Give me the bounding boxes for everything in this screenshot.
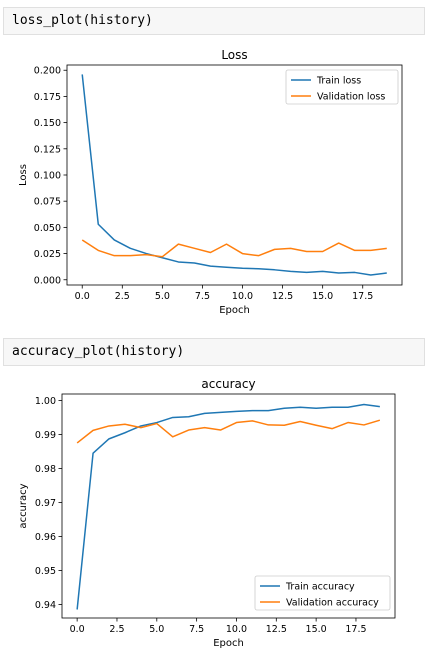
x-tick-label: 0.0 — [70, 624, 85, 635]
x-tick-label: 15.0 — [312, 291, 333, 302]
y-tick-label: 0.97 — [35, 498, 56, 509]
y-tick-label: 0.94 — [35, 600, 56, 611]
x-tick-label: 7.5 — [195, 291, 210, 302]
x-tick-label: 12.5 — [266, 624, 287, 635]
code-cell-loss-plot[interactable]: loss_plot(history) — [3, 7, 425, 35]
y-axis-label: accuracy — [18, 483, 29, 528]
code-text[interactable]: accuracy_plot(history) — [12, 344, 185, 359]
y-tick-label: 0.150 — [34, 118, 61, 129]
y-tick-label: 0.99 — [35, 430, 56, 441]
x-tick-label: 2.5 — [115, 291, 130, 302]
y-tick-label: 0.125 — [34, 144, 61, 155]
loss-chart: Loss 0.0 2.5 5.0 7.5 10.0 12.5 15.0 17.5 0.000 0.0… — [18, 48, 403, 316]
chart-title: Loss — [221, 48, 247, 62]
x-tick-label: 10.0 — [232, 291, 253, 302]
x-tick-label: 7.5 — [189, 624, 204, 635]
legend-box — [254, 575, 391, 611]
y-tick-label: 0.98 — [35, 464, 56, 475]
x-tick-label: 12.5 — [272, 291, 293, 302]
y-tick-label: 0.025 — [34, 249, 61, 260]
y-axis-label: Loss — [18, 164, 29, 186]
legend-box — [285, 69, 399, 105]
series-line-validation-accuracy — [76, 419, 381, 444]
series-line-validation-loss — [81, 239, 387, 258]
x-tick-label: 17.5 — [345, 624, 366, 635]
chart-title: accuracy — [201, 377, 255, 391]
y-tick-label: 1.00 — [35, 396, 56, 407]
legend-label: Validation accuracy — [286, 598, 379, 609]
x-tick-label: 2.5 — [109, 624, 124, 635]
x-tick-label: 15.0 — [306, 624, 327, 635]
x-tick-label: 10.0 — [226, 624, 247, 635]
legend-label: Train accuracy — [285, 582, 355, 593]
x-tick-label: 5.0 — [155, 291, 170, 302]
y-tick-label: 0.95 — [35, 566, 56, 577]
x-tick-label: 0.0 — [75, 291, 90, 302]
axes-frame — [61, 393, 396, 619]
y-tick-label: 0.050 — [34, 223, 61, 234]
accuracy-chart: accuracy 0.0 2.5 5.0 7.5 10.0 12.5 15.0 17.5 0.94… — [18, 377, 396, 649]
x-tick-label: 17.5 — [352, 291, 373, 302]
code-cell-accuracy-plot[interactable]: accuracy_plot(history) — [3, 338, 425, 366]
legend-label: Train loss — [316, 76, 361, 87]
legend-label: Validation loss — [317, 92, 385, 103]
series-line-train-loss — [81, 74, 387, 276]
y-tick-label: 0.175 — [34, 92, 61, 103]
y-tick-label: 0.200 — [34, 66, 61, 77]
y-tick-label: 0.000 — [34, 275, 61, 286]
x-axis-label: Epoch — [213, 638, 244, 649]
y-tick-label: 0.96 — [35, 532, 56, 543]
y-tick-label: 0.100 — [34, 171, 61, 182]
x-tick-label: 5.0 — [149, 624, 164, 635]
x-axis-label: Epoch — [219, 305, 250, 316]
code-text[interactable]: loss_plot(history) — [12, 13, 153, 28]
series-line-train-accuracy — [76, 403, 380, 610]
y-tick-label: 0.075 — [34, 197, 61, 208]
